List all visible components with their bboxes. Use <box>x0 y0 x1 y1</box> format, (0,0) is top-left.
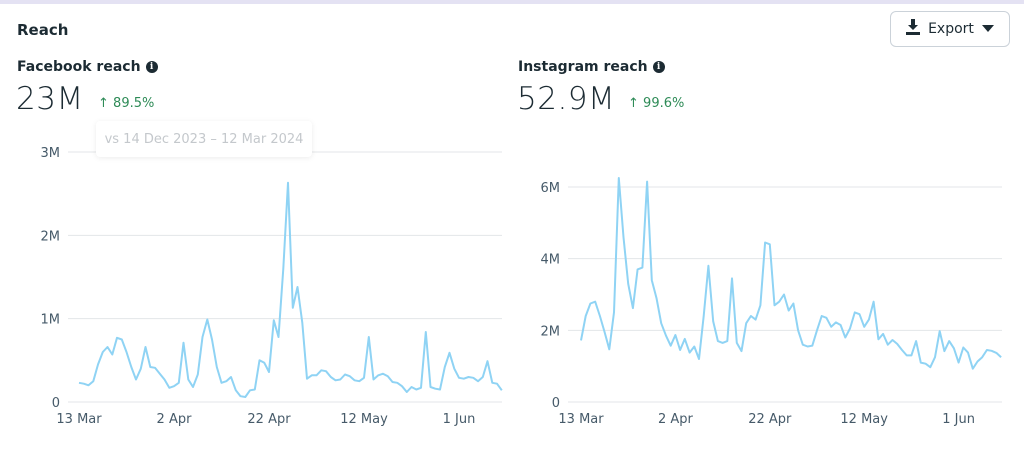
facebook-reach-label: Facebook reach i <box>17 59 158 75</box>
instagram-y-tick-label: 2M <box>541 324 561 339</box>
facebook-delta-value: 89.5% <box>113 96 155 111</box>
info-icon[interactable]: i <box>145 61 158 73</box>
instagram-reach-line <box>580 177 1002 370</box>
export-button[interactable]: Export <box>890 11 1010 47</box>
instagram-reach-label: Instagram reach i <box>518 59 665 75</box>
instagram-reach-title: Instagram reach <box>518 59 648 75</box>
instagram-x-tick-label: 22 Apr <box>748 412 792 427</box>
facebook-x-tick-label: 12 May <box>340 412 388 427</box>
instagram-reach-value: 52.9M <box>517 81 616 117</box>
facebook-reach-value: 23M <box>16 81 84 117</box>
facebook-x-tick-label: 13 Mar <box>56 412 102 427</box>
instagram-y-tick-label: 6M <box>541 181 561 196</box>
instagram-x-tick-label: 1 Jun <box>942 412 975 427</box>
facebook-x-tick-label: 1 Jun <box>443 412 476 427</box>
section-title: Reach <box>17 21 69 39</box>
export-label: Export <box>928 21 974 37</box>
instagram-y-tick-label: 4M <box>541 253 561 268</box>
top-accent-bar <box>0 0 1024 4</box>
arrow-up-icon: ↑ <box>98 96 109 111</box>
comparison-tooltip: vs 14 Dec 2023 – 12 Mar 2024 <box>96 121 312 157</box>
facebook-reach-delta: ↑ 89.5% <box>98 96 154 111</box>
instagram-x-tick-label: 13 Mar <box>558 412 604 427</box>
download-icon <box>906 19 921 39</box>
facebook-x-tick-label: 22 Apr <box>247 412 291 427</box>
instagram-x-tick-label: 12 May <box>840 412 888 427</box>
instagram-reach-delta: ↑ 99.6% <box>628 96 684 111</box>
caret-down-icon <box>981 21 994 37</box>
instagram-x-tick-label: 2 Apr <box>658 412 694 427</box>
facebook-y-tick-label: 3M <box>41 146 61 161</box>
instagram-y-tick-label: 0 <box>552 396 560 411</box>
facebook-reach-title: Facebook reach <box>17 59 141 75</box>
facebook-x-tick-label: 2 Apr <box>157 412 193 427</box>
facebook-y-tick-label: 0 <box>52 396 60 411</box>
instagram-delta-value: 99.6% <box>643 96 685 111</box>
info-icon[interactable]: i <box>652 61 665 73</box>
facebook-reach-line <box>78 181 503 398</box>
arrow-up-icon: ↑ <box>628 96 639 111</box>
facebook-y-tick-label: 2M <box>41 229 61 244</box>
facebook-y-tick-label: 1M <box>41 313 61 328</box>
